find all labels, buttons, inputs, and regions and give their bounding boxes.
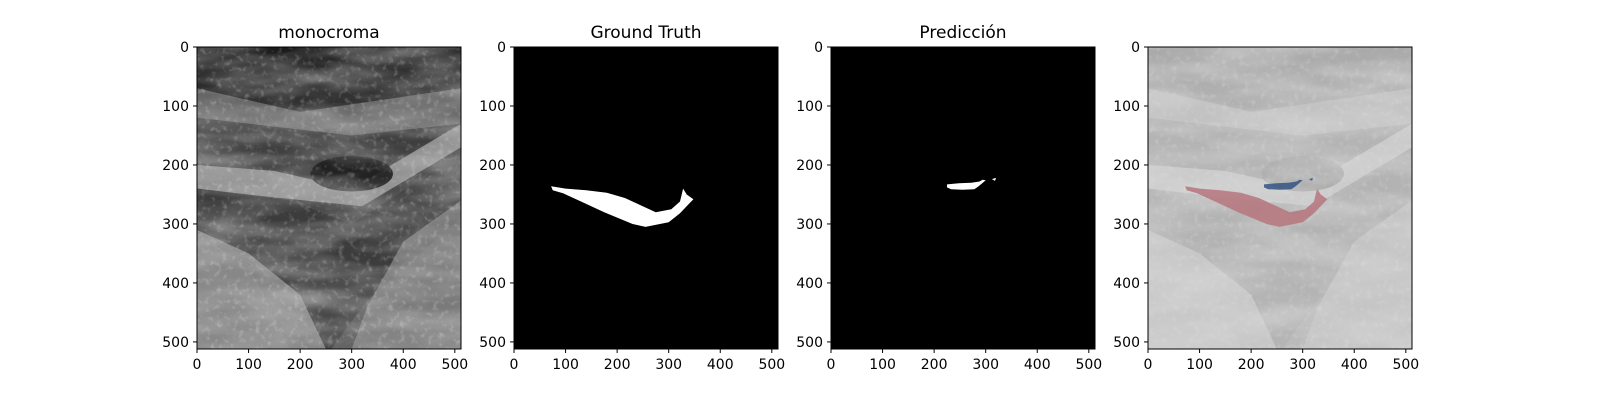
y-tick-label-2-0: 0 — [814, 40, 823, 56]
x-tick-label-3-4: 400 — [1341, 357, 1368, 373]
mask-background-1 — [514, 47, 778, 349]
y-tick-label-3-2: 200 — [1113, 158, 1140, 174]
x-tick-label-3-3: 300 — [1289, 357, 1316, 373]
axes-frame-0 — [196, 46, 462, 350]
x-tick-label-1-0: 0 — [510, 357, 519, 373]
x-tick-label-1-3: 300 — [655, 357, 682, 373]
panel-ground-truth: Ground Truth 0 100 200 300 400 50001002003004… — [479, 23, 785, 373]
x-tick-label-3-0: 0 — [1144, 357, 1153, 373]
prediction-mask — [831, 47, 1095, 349]
overlay-ground-truth-region — [1185, 186, 1328, 227]
y-tick-label-1-0: 0 — [497, 40, 506, 56]
y-tick-label-0-4: 400 — [162, 276, 189, 292]
x-tick-label-2-1: 100 — [869, 357, 896, 373]
y-tick-label-1-3: 300 — [479, 217, 506, 233]
panel-prediction: Predicción 0 100 200 300 400 5000100200300400… — [796, 23, 1102, 373]
y-tick-label-3-3: 300 — [1113, 217, 1140, 233]
x-tick-label-0-3: 300 — [338, 357, 365, 373]
y-tick-label-0-2: 200 — [162, 158, 189, 174]
axes-frame-2 — [830, 46, 1096, 350]
panel-title-0: monocroma — [278, 23, 379, 43]
y-tick-label-0-1: 100 — [162, 99, 189, 115]
y-tick-label-3-0: 0 — [1131, 40, 1140, 56]
x-tick-label-2-3: 300 — [972, 357, 999, 373]
y-tick-label-1-5: 500 — [479, 335, 506, 351]
x-tick-label-2-0: 0 — [827, 357, 836, 373]
y-tick-label-0-0: 0 — [180, 40, 189, 56]
x-tick-label-1-5: 500 — [758, 357, 785, 373]
y-tick-label-1-2: 200 — [479, 158, 506, 174]
mask-background-2 — [831, 47, 1095, 349]
ground-truth-mask — [514, 47, 778, 349]
x-tick-label-2-5: 500 — [1075, 357, 1102, 373]
panel-title-1: Ground Truth — [590, 23, 701, 43]
panel-monochrome: monocroma 0 100 200 300 400 50001002003004005… — [162, 23, 468, 373]
prediction-region-1 — [991, 177, 996, 181]
axes-frame-1 — [513, 46, 779, 350]
prediction-region-0 — [947, 179, 986, 190]
x-tick-label-0-5: 500 — [441, 357, 468, 373]
x-tick-label-1-2: 200 — [604, 357, 631, 373]
x-tick-label-0-0: 0 — [193, 357, 202, 373]
x-tick-label-2-4: 400 — [1024, 357, 1051, 373]
y-tick-label-1-1: 100 — [479, 99, 506, 115]
y-tick-label-2-5: 500 — [796, 335, 823, 351]
y-tick-label-3-4: 400 — [1113, 276, 1140, 292]
panel-title-2: Predicción — [919, 23, 1006, 43]
ultrasound-image — [197, 47, 461, 349]
x-tick-label-3-1: 100 — [1186, 357, 1213, 373]
x-tick-label-0-4: 400 — [390, 357, 417, 373]
x-tick-label-3-2: 200 — [1238, 357, 1265, 373]
overlay-prediction-speck — [1308, 177, 1313, 181]
y-tick-label-2-3: 300 — [796, 217, 823, 233]
y-tick-label-1-4: 400 — [479, 276, 506, 292]
axes-frame-3 — [1147, 46, 1413, 350]
x-tick-label-0-1: 100 — [235, 357, 262, 373]
x-tick-label-3-5: 500 — [1392, 357, 1419, 373]
x-tick-label-1-1: 100 — [552, 357, 579, 373]
y-tick-label-2-4: 400 — [796, 276, 823, 292]
x-tick-label-1-4: 400 — [707, 357, 734, 373]
overlay-image — [1148, 47, 1412, 349]
y-tick-label-2-2: 200 — [796, 158, 823, 174]
y-tick-label-0-5: 500 — [162, 335, 189, 351]
overlay-prediction-region — [1264, 179, 1303, 190]
y-tick-label-0-3: 300 — [162, 217, 189, 233]
x-tick-label-2-2: 200 — [921, 357, 948, 373]
ground-truth-region-0 — [551, 186, 694, 227]
x-tick-label-0-2: 200 — [287, 357, 314, 373]
y-tick-label-2-1: 100 — [796, 99, 823, 115]
y-tick-label-3-1: 100 — [1113, 99, 1140, 115]
y-tick-label-3-5: 500 — [1113, 335, 1140, 351]
